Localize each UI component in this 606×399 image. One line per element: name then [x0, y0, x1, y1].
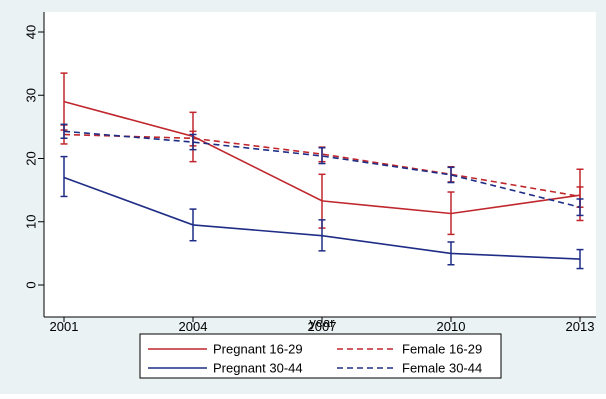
- x-tick-label: 2010: [437, 319, 466, 334]
- x-axis-title: year: [309, 315, 335, 330]
- x-tick-label: 2004: [179, 319, 208, 334]
- y-tick-label: 0: [24, 281, 39, 288]
- x-tick-label: 2013: [566, 319, 595, 334]
- y-tick-label: 40: [24, 25, 39, 39]
- x-tick-label: 2001: [50, 319, 79, 334]
- plot-area: [44, 12, 596, 317]
- legend: Pregnant 16-29 Female 16-29 Pregnant 30-44…: [140, 334, 501, 378]
- legend-label: Female 16-29: [402, 342, 482, 357]
- legend-label: Female 30-44: [402, 361, 482, 376]
- y-tick-label: 30: [24, 88, 39, 102]
- legend-label: Pregnant 16-29: [213, 342, 303, 357]
- legend-label: Pregnant 30-44: [213, 361, 303, 376]
- y-tick-label: 20: [24, 151, 39, 165]
- y-tick-label: 10: [24, 215, 39, 229]
